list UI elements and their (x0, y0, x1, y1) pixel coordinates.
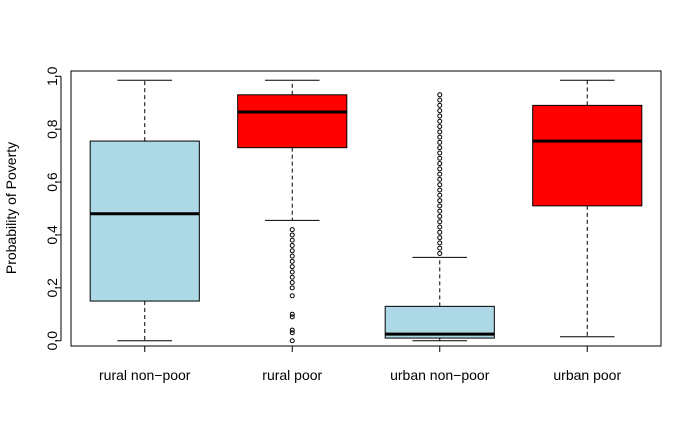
y-tick-label: 0.0 (44, 331, 60, 351)
outlier-point (437, 155, 443, 161)
outlier-point (289, 274, 295, 280)
box-0 (89, 79, 200, 342)
outlier-point (289, 237, 295, 243)
outlier-point (289, 280, 295, 286)
outlier-point (289, 243, 295, 249)
outlier-point (437, 235, 443, 241)
outlier-point (437, 182, 443, 188)
y-tick-label: 0.4 (44, 225, 60, 245)
outlier-point (437, 229, 443, 235)
outlier-point (437, 250, 443, 256)
box-iqr (237, 94, 348, 149)
outlier-point (437, 192, 443, 198)
outlier-point (289, 264, 295, 270)
box-2 (384, 92, 495, 342)
y-tick-label: 1.0 (44, 66, 60, 86)
y-tick-label: 0.8 (44, 119, 60, 139)
outlier-point (437, 139, 443, 145)
outlier-point (289, 293, 295, 299)
outlier-point (289, 327, 295, 333)
box-iqr (89, 140, 200, 302)
outlier-point (437, 113, 443, 119)
outlier-point (289, 227, 295, 233)
y-axis-title: Probability of Poverty (3, 142, 19, 274)
outlier-point (437, 118, 443, 124)
boxes-group (89, 79, 643, 344)
box-3 (532, 79, 643, 338)
outlier-point (289, 269, 295, 275)
outlier-point (437, 171, 443, 177)
x-axis: rural non−poor rural poor urban non−poor ur… (99, 346, 621, 383)
outlier-point (289, 253, 295, 259)
y-tick-label: 0.6 (44, 172, 60, 192)
x-category-label: urban poor (553, 367, 621, 383)
box-1 (237, 79, 348, 344)
y-axis: 0.0 0.2 0.4 0.6 0.8 1.0 (44, 66, 62, 351)
outlier-point (437, 208, 443, 214)
outlier-point (437, 176, 443, 182)
outlier-point (289, 338, 295, 344)
outlier-point (289, 285, 295, 291)
outlier-point (437, 129, 443, 135)
x-category-label: rural poor (262, 367, 322, 383)
outlier-point (437, 102, 443, 108)
outlier-point (289, 232, 295, 238)
outlier-point (437, 224, 443, 230)
outlier-point (437, 245, 443, 251)
plot-frame (70, 70, 662, 347)
box-iqr (532, 104, 643, 207)
outlier-point (437, 166, 443, 172)
outlier-point (289, 248, 295, 254)
outlier-point (437, 187, 443, 193)
outlier-point (437, 219, 443, 225)
outlier-point (289, 258, 295, 264)
x-category-label: rural non−poor (99, 367, 191, 383)
outlier-point (437, 145, 443, 151)
outlier-point (437, 92, 443, 98)
outlier-point (437, 198, 443, 204)
outlier-point (437, 240, 443, 246)
outlier-point (437, 150, 443, 156)
outlier-point (437, 97, 443, 103)
x-category-label: urban non−poor (390, 367, 490, 383)
outlier-point (437, 213, 443, 219)
outlier-point (437, 161, 443, 167)
outlier-point (437, 203, 443, 209)
outlier-point (289, 311, 295, 317)
outlier-point (437, 134, 443, 140)
outlier-point (289, 330, 295, 336)
outlier-point (289, 314, 295, 320)
outlier-point (437, 124, 443, 130)
y-tick-label: 0.2 (44, 278, 60, 298)
outlier-point (437, 108, 443, 114)
